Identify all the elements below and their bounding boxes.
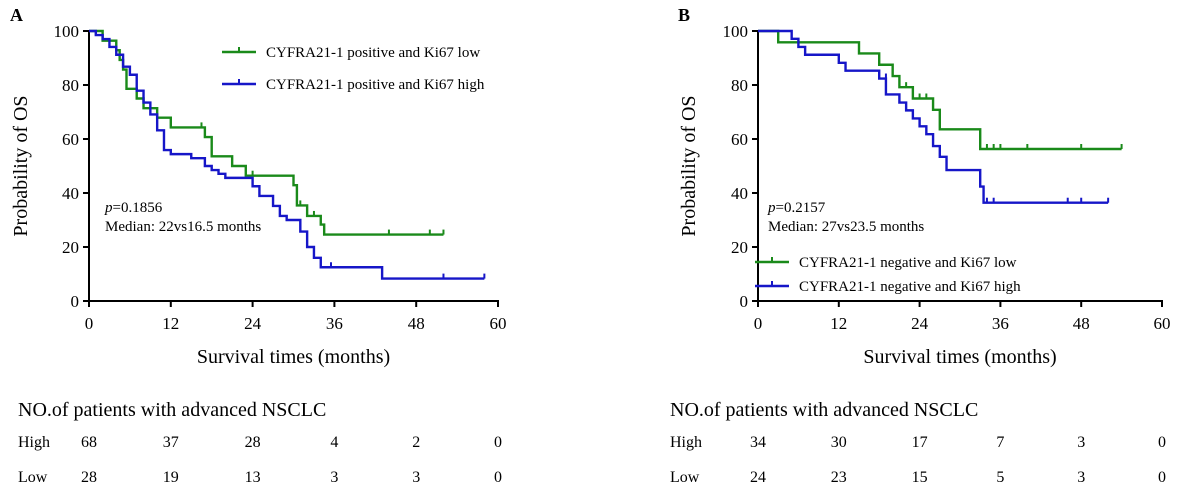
risk-row-label: Low <box>18 469 48 486</box>
y-tick-label: 80 <box>62 76 79 95</box>
risk-cell: 3 <box>1077 434 1085 451</box>
y-tick-label: 20 <box>62 238 79 257</box>
x-tick-label: 60 <box>1154 314 1171 333</box>
risk-cell: 15 <box>912 469 928 486</box>
risk-cell: 34 <box>750 434 766 451</box>
median-annotation: Median: 22vs16.5 months <box>105 219 261 235</box>
panel-label: B <box>678 5 690 25</box>
series-line-1 <box>758 29 1122 151</box>
legend-label-1: CYFRA21-1 positive and Ki67 low <box>266 45 480 61</box>
risk-cell: 19 <box>163 469 179 486</box>
x-tick-label: 12 <box>830 314 847 333</box>
p-value-annotation: p=0.2157 <box>767 200 826 216</box>
risk-cell: 0 <box>1158 434 1166 451</box>
x-axis-title: Survival times (months) <box>197 346 390 368</box>
risk-row-label: High <box>18 434 50 451</box>
risk-cell: 28 <box>245 434 261 451</box>
risk-cell: 28 <box>81 469 97 486</box>
x-tick-label: 36 <box>992 314 1009 333</box>
median-annotation: Median: 27vs23.5 months <box>768 219 924 235</box>
legend-label-2: CYFRA21-1 negative and Ki67 high <box>799 279 1021 295</box>
x-tick-label: 36 <box>326 314 343 333</box>
risk-cell: 4 <box>330 434 338 451</box>
risk-cell: 3 <box>1077 469 1085 486</box>
risk-cell: 13 <box>245 469 261 486</box>
x-tick-label: 60 <box>490 314 507 333</box>
y-tick-label: 40 <box>62 184 79 203</box>
x-tick-label: 48 <box>1073 314 1090 333</box>
x-axis-title: Survival times (months) <box>863 346 1056 368</box>
risk-cell: 2 <box>412 434 420 451</box>
series-line-1 <box>89 29 444 236</box>
risk-row-label: High <box>670 434 702 451</box>
risk-cell: 30 <box>831 434 847 451</box>
x-tick-label: 0 <box>754 314 763 333</box>
x-tick-label: 0 <box>85 314 94 333</box>
risk-table-title: NO.of patients with advanced NSCLC <box>18 399 326 421</box>
y-tick-label: 0 <box>71 292 80 311</box>
risk-cell: 17 <box>912 434 928 451</box>
risk-cell: 3 <box>330 469 338 486</box>
risk-cell: 0 <box>1158 469 1166 486</box>
y-tick-label: 60 <box>731 130 748 149</box>
risk-row-label: Low <box>670 469 700 486</box>
risk-cell: 3 <box>412 469 420 486</box>
risk-cell: 23 <box>831 469 847 486</box>
panel-b: B 0 20 40 60 80 100 0 12 24 36 48 60 Survival times (… <box>670 5 1171 486</box>
y-tick-label: 100 <box>723 22 749 41</box>
risk-cell: 37 <box>163 434 179 451</box>
x-tick-label: 24 <box>911 314 929 333</box>
y-tick-label: 60 <box>62 130 79 149</box>
risk-cell: 7 <box>996 434 1004 451</box>
p-symbol: p <box>104 200 113 216</box>
risk-cell: 24 <box>750 469 766 486</box>
series-line-2 <box>89 29 485 280</box>
risk-cell: 0 <box>494 434 502 451</box>
legend-label-2: CYFRA21-1 positive and Ki67 high <box>266 77 485 93</box>
y-tick-label: 100 <box>54 22 80 41</box>
y-tick-label: 0 <box>740 292 749 311</box>
y-tick-label: 40 <box>731 184 748 203</box>
legend-label-1: CYFRA21-1 negative and Ki67 low <box>799 255 1017 271</box>
x-tick-label: 12 <box>162 314 179 333</box>
p-value-annotation: p=0.1856 <box>104 200 163 216</box>
series-line-2 <box>758 29 1109 204</box>
y-axis-title: Probability of OS <box>678 95 700 236</box>
risk-cell: 68 <box>81 434 97 451</box>
risk-cell: 0 <box>494 469 502 486</box>
y-tick-label: 80 <box>731 76 748 95</box>
p-value: =0.1856 <box>113 200 163 216</box>
panel-label: A <box>10 5 23 25</box>
y-tick-label: 20 <box>731 238 748 257</box>
y-axis-title: Probability of OS <box>10 95 32 236</box>
p-value: =0.2157 <box>776 200 826 216</box>
risk-cell: 5 <box>996 469 1004 486</box>
risk-table-title: NO.of patients with advanced NSCLC <box>670 399 978 421</box>
x-tick-label: 48 <box>408 314 425 333</box>
x-tick-label: 24 <box>244 314 262 333</box>
p-symbol: p <box>767 200 776 216</box>
